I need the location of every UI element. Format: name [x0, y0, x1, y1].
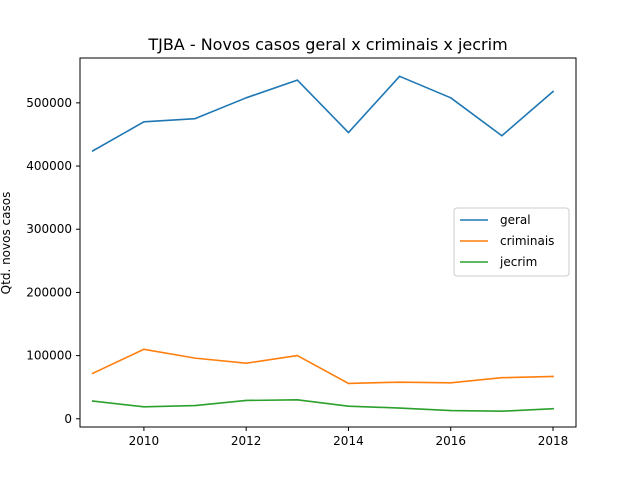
legend-label-geral: geral [500, 213, 531, 227]
ticks-layer: 2010 2012 2014 2016 2018 0 100000 200000 300000 4… [26, 96, 568, 448]
series-layer [91, 75, 555, 413]
data-point-jecrim [296, 399, 299, 401]
data-point-geral [398, 75, 401, 78]
data-point-jecrim [194, 404, 196, 407]
series-line-jecrim [91, 399, 554, 413]
y-tick-label: 200000 [26, 285, 72, 299]
series-line-geral [91, 75, 555, 152]
data-point-geral [143, 121, 145, 123]
data-point-jecrim [347, 405, 350, 407]
x-tick-label: 2014 [333, 434, 364, 448]
data-point-jecrim [245, 399, 247, 402]
data-point-jecrim [91, 400, 94, 402]
data-point-geral [245, 97, 247, 99]
data-point-criminais [143, 348, 145, 351]
data-point-criminais [449, 381, 452, 384]
y-tick-label: 400000 [26, 159, 72, 173]
data-point-jecrim [552, 407, 554, 410]
data-point-geral [347, 131, 350, 134]
data-point-jecrim [449, 409, 452, 412]
x-tick-label: 2010 [129, 434, 160, 448]
data-point-criminais [552, 375, 554, 378]
data-point-geral [194, 117, 196, 120]
series-line-criminais [91, 348, 554, 385]
data-point-geral [552, 90, 554, 93]
data-point-criminais [194, 357, 196, 359]
y-tick-label: 100000 [26, 349, 72, 363]
x-tick-label: 2012 [231, 434, 262, 448]
data-point-geral [501, 134, 503, 137]
data-point-criminais [296, 354, 299, 357]
data-point-criminais [501, 376, 503, 379]
data-point-criminais [91, 372, 94, 375]
legend-frame [453, 207, 570, 277]
data-point-geral [449, 97, 452, 99]
data-point-criminais [245, 362, 247, 364]
x-tick-label: 2018 [538, 434, 569, 448]
legend: geral criminais jecrim [453, 207, 570, 277]
data-point-jecrim [398, 407, 401, 409]
y-tick-label: 300000 [26, 222, 72, 236]
chart-title: TJBA - Novos casos geral x criminais x j… [147, 35, 507, 54]
data-point-jecrim [143, 405, 145, 408]
data-point-geral [91, 150, 94, 152]
data-point-criminais [347, 382, 350, 385]
legend-label-criminais: criminais [500, 234, 554, 248]
plot-frame [79, 57, 577, 428]
data-point-jecrim [501, 410, 503, 413]
data-point-criminais [398, 381, 401, 383]
y-axis-label: Qtd. novos casos [0, 192, 13, 295]
y-tick-label: 500000 [26, 96, 72, 110]
y-tick-label: 0 [64, 412, 72, 426]
legend-label-jecrim: jecrim [499, 255, 537, 269]
x-tick-label: 2016 [435, 434, 466, 448]
data-point-geral [296, 79, 299, 81]
